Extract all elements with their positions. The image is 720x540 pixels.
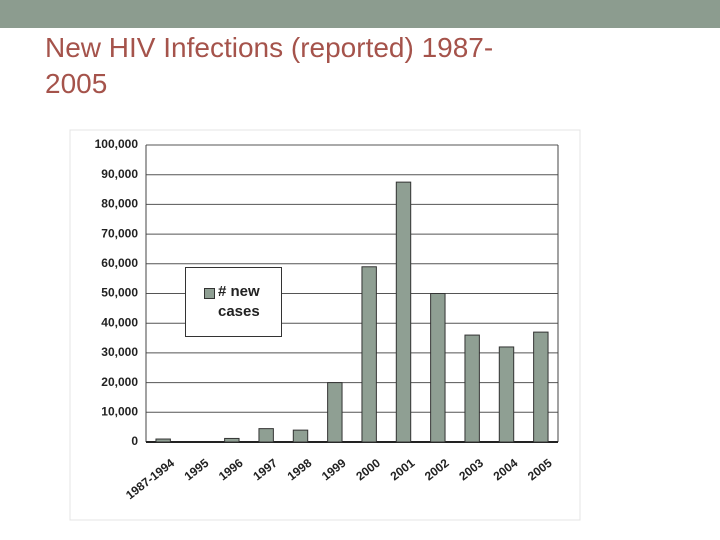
bar <box>292 429 309 443</box>
y-tick-label: 80,000 <box>101 197 138 211</box>
chart-frame <box>69 129 581 521</box>
x-tick-label: 2000 <box>353 456 383 484</box>
y-tick-label: 70,000 <box>101 226 138 240</box>
legend-swatch <box>204 288 215 299</box>
bar <box>395 181 412 443</box>
top-bar <box>0 0 720 28</box>
x-tick-label: 2004 <box>491 456 521 484</box>
bar <box>533 331 549 443</box>
bar <box>327 382 343 443</box>
y-tick-label: 50,000 <box>101 286 138 300</box>
y-tick-label: 90,000 <box>101 167 138 181</box>
y-tick-label: 10,000 <box>101 404 138 418</box>
bar <box>155 438 171 443</box>
slide-title: New HIV Infections (reported) 1987-2005 <box>45 32 494 99</box>
bar <box>258 428 274 443</box>
x-tick-label: 1987-1994 <box>123 456 177 503</box>
y-tick-label: 60,000 <box>101 256 138 270</box>
x-tick-label: 1996 <box>216 456 246 484</box>
x-tick-label: 2001 <box>388 456 418 484</box>
bar <box>430 293 446 443</box>
y-tick-label: 20,000 <box>101 375 138 389</box>
x-tick-label: 1998 <box>285 456 315 484</box>
legend-label: # new cases <box>218 283 260 320</box>
legend: # new cases <box>185 267 282 337</box>
y-tick-label: 0 <box>131 434 138 448</box>
x-tick-label: 2002 <box>422 456 452 484</box>
bar <box>361 266 377 443</box>
bar <box>498 346 515 443</box>
y-tick-label: 100,000 <box>95 137 139 151</box>
x-tick-label: 1995 <box>182 456 212 484</box>
bar <box>464 334 480 443</box>
x-tick-label: 2003 <box>456 456 486 484</box>
x-tick-label: 1997 <box>250 456 280 484</box>
x-tick-label: 1999 <box>319 456 349 484</box>
y-tick-label: 40,000 <box>101 315 138 329</box>
bar <box>224 437 240 443</box>
x-tick-label: 2005 <box>525 456 555 484</box>
y-tick-label: 30,000 <box>101 345 138 359</box>
